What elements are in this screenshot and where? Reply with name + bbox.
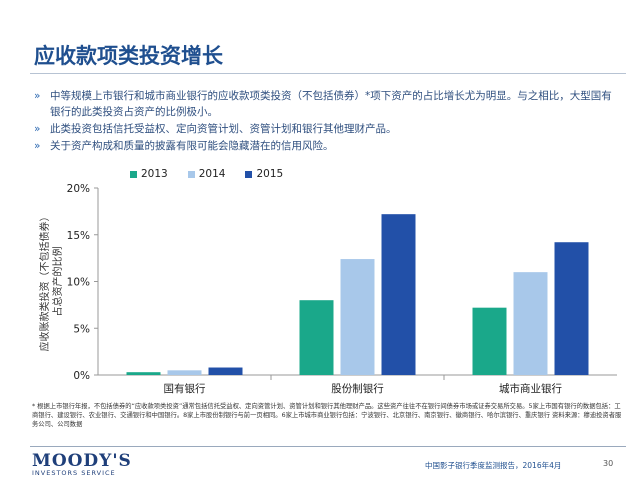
bullet-item: » 此类投资包括信托受益权、定向资管计划、资管计划和银行其他理财产品。 (34, 123, 397, 135)
bar-2015 (208, 367, 243, 375)
x-tick-label: 国有银行 (164, 382, 206, 395)
legend-item-2014: 2014 (187, 168, 226, 180)
bullet-marker-icon: » (34, 123, 41, 135)
legend-item-2015: 2015 (245, 168, 283, 180)
bullet-item: » 中等规模上市银行和城市商业银行的应收款项类投资（不包括债券）*项下资产的占比增… (34, 90, 612, 118)
legend-label: 2013 (141, 168, 168, 180)
title-divider (30, 73, 626, 74)
bar-2014 (167, 370, 202, 375)
bar-2013 (299, 300, 334, 375)
bullet-marker-icon: » (34, 140, 41, 152)
legend-item-2013: 2013 (130, 168, 168, 180)
chart-legend: 2013 2014 2015 (130, 168, 283, 180)
bar-2013 (126, 372, 161, 375)
bar-2014 (340, 259, 375, 375)
y-axis-label: 应收账款类投资（不包括债券） 占总资产的比例 (38, 212, 64, 352)
y-tick-label: 20% (67, 183, 90, 195)
logo-name: MOODY'S (32, 451, 132, 471)
y-tick-label: 10% (67, 277, 90, 289)
report-title: 中国影子银行季度监测报告，2016年4月 (425, 461, 562, 470)
page-number: 30 (603, 459, 614, 468)
bullet-list: » 中等规模上市银行和城市商业银行的应收款项类投资（不包括债券）*项下资产的占比增… (34, 88, 619, 155)
logo-subtitle: INVESTORS SERVICE (32, 469, 116, 477)
y-tick-label: 15% (67, 230, 90, 242)
y-tick-label: 5% (73, 323, 90, 335)
bar-2015 (554, 242, 589, 375)
legend-swatch (245, 170, 253, 178)
y-tick-label: 0% (73, 370, 90, 382)
bar-2014 (513, 272, 548, 375)
slide-title: 应收款项类投资增长 (34, 44, 223, 68)
x-tick-label: 股份制银行 (331, 382, 384, 395)
x-tick-label: 城市商业银行 (499, 382, 562, 395)
legend-label: 2014 (198, 168, 226, 180)
bar-2013 (472, 307, 507, 375)
legend-swatch (130, 170, 137, 178)
bullet-marker-icon: » (34, 90, 41, 102)
moodys-logo: MOODY'S INVESTORS SERVICE (32, 451, 132, 477)
legend-swatch (187, 170, 195, 178)
footnote: * 根据上市银行年报，不包括债券的“应收款项类投资”通常包括信托受益权、定向资管… (32, 403, 622, 428)
bar-2015 (381, 214, 416, 375)
footer-divider (30, 446, 626, 447)
legend-label: 2015 (256, 168, 284, 180)
bullet-item: » 关于资产构成和质量的披露有限可能会隐藏潜在的信用风险。 (34, 140, 334, 152)
